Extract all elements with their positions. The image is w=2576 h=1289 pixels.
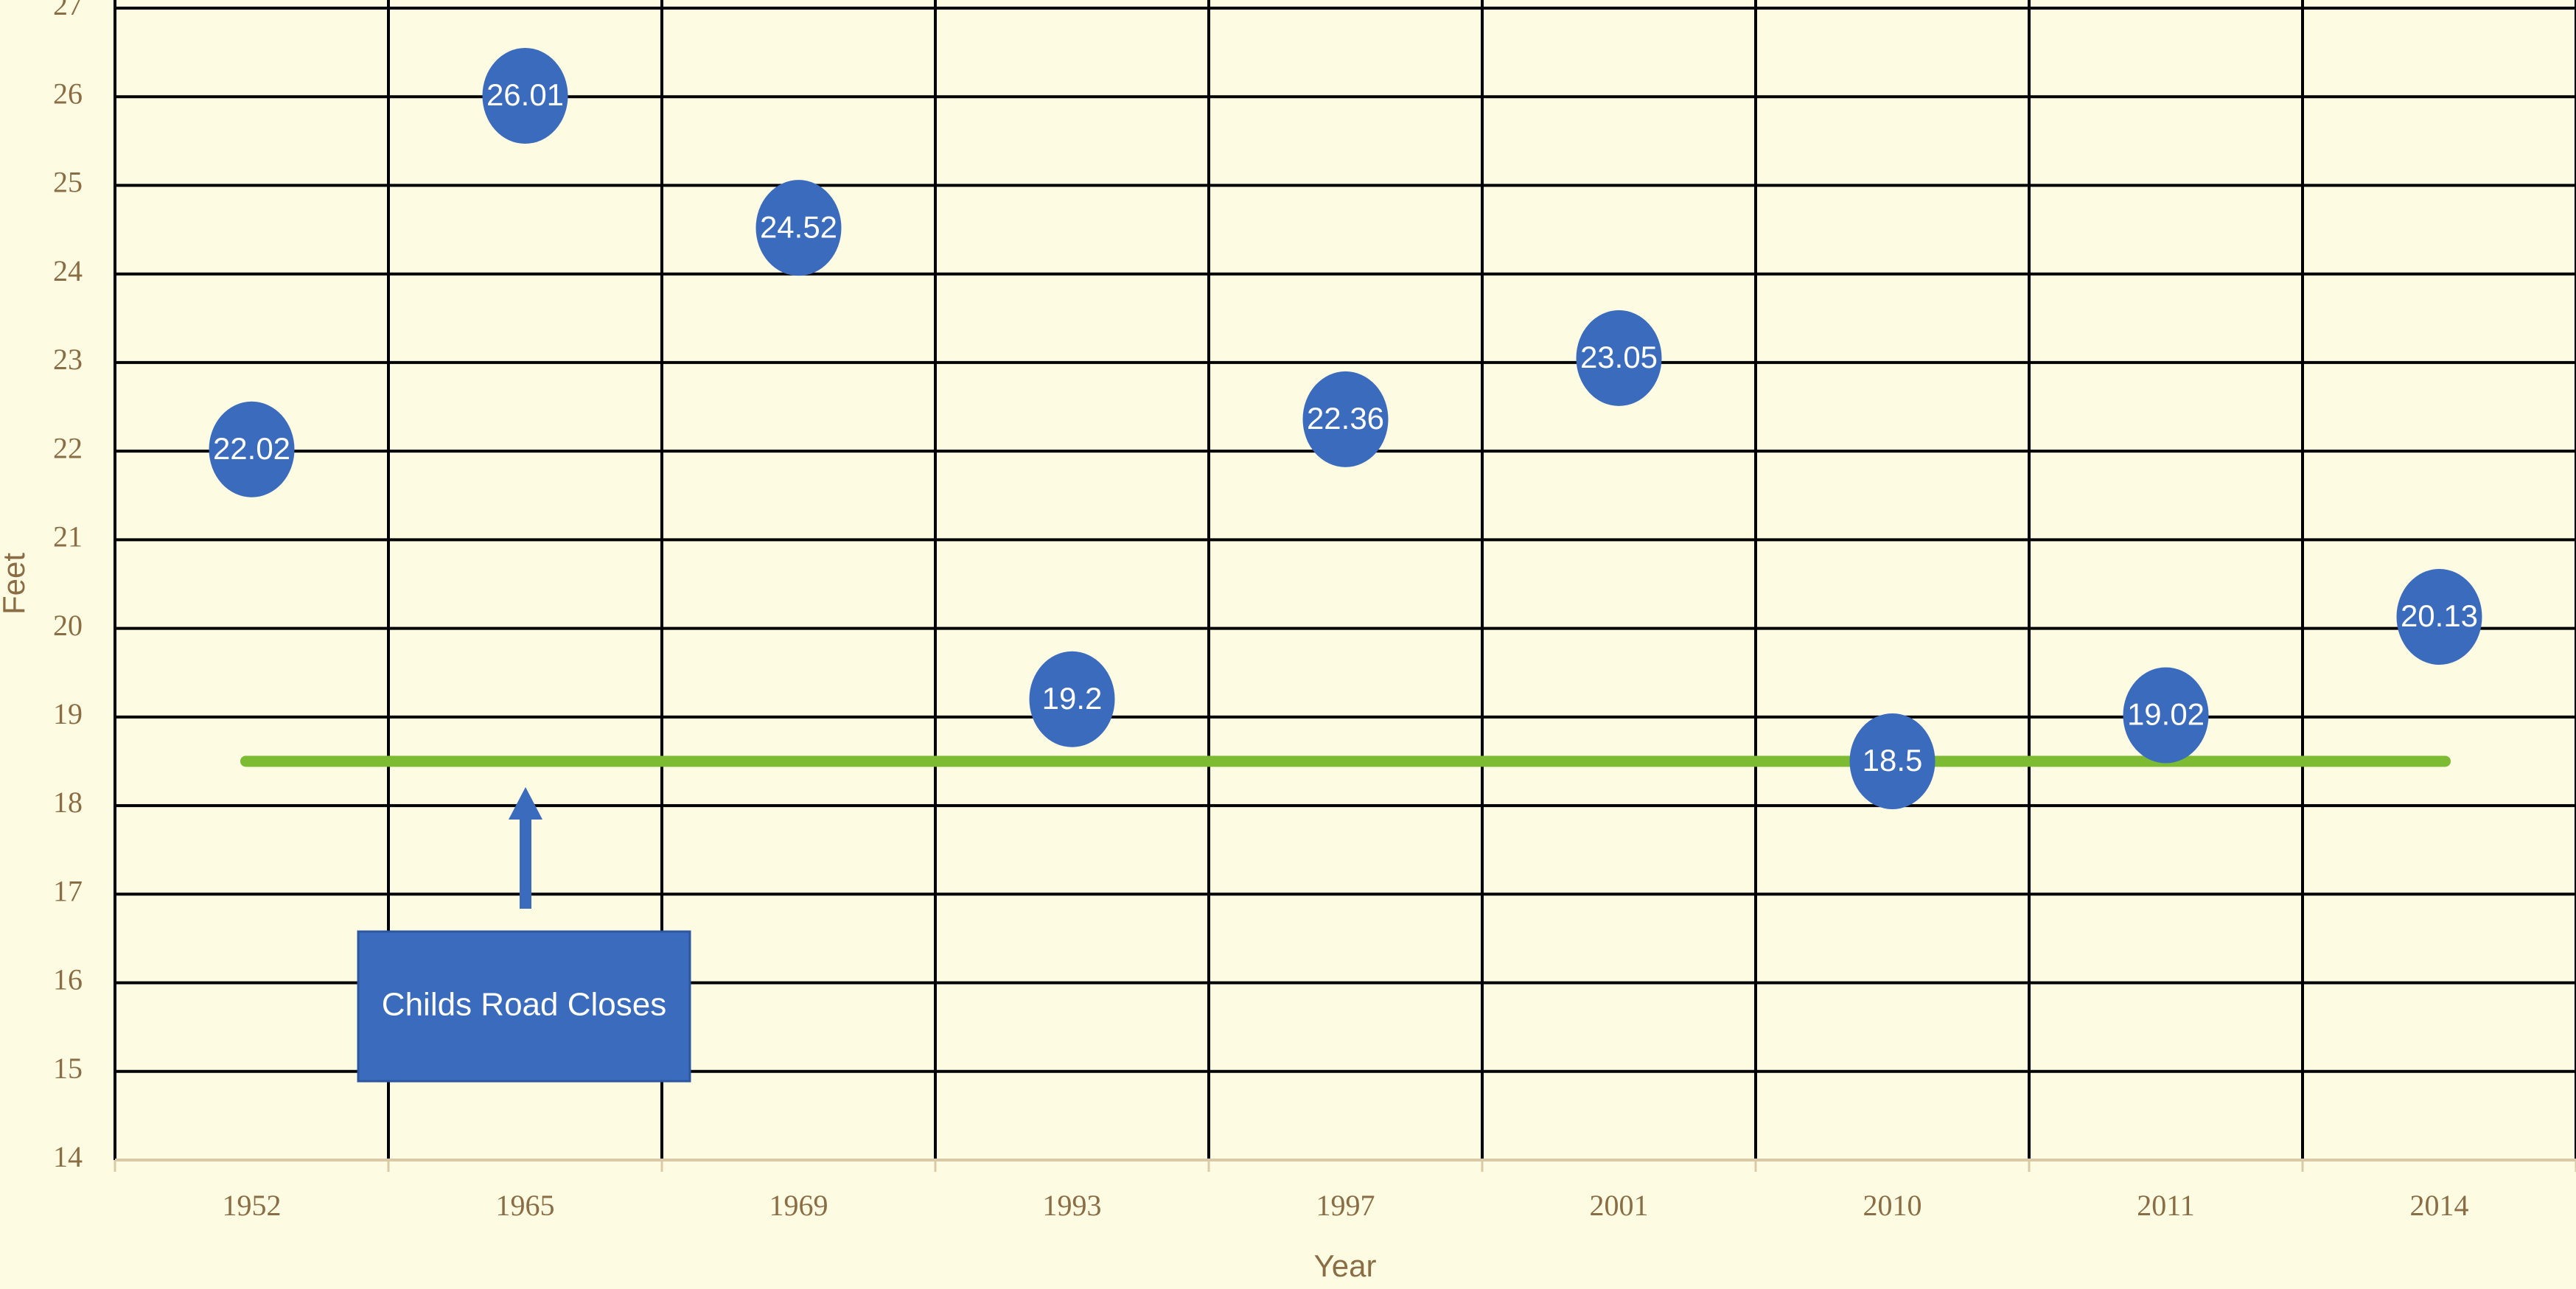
y-tick-label: 23 <box>53 343 83 376</box>
data-label: 18.5 <box>1863 743 1923 778</box>
point <box>2123 667 2209 764</box>
y-tick-label: 21 <box>53 520 83 553</box>
y-tick-label: 26 <box>53 77 83 110</box>
y-tick-label: 14 <box>53 1140 83 1173</box>
x-tick-label: 2011 <box>2137 1189 2195 1222</box>
annotation-box <box>357 930 691 1083</box>
point <box>1576 310 1662 406</box>
x-tick-label: 2014 <box>2410 1189 2469 1222</box>
data-label: 22.02 <box>213 431 290 466</box>
y-tick-label: 22 <box>53 431 83 464</box>
data-label: 22.36 <box>1307 401 1384 436</box>
point <box>209 401 295 497</box>
x-tick-label: 2001 <box>1590 1189 1649 1222</box>
point <box>2396 568 2482 665</box>
point <box>755 180 842 276</box>
y-tick-label: 27 <box>53 0 83 21</box>
data-label: 23.05 <box>1580 340 1658 374</box>
x-tick-label: 1993 <box>1043 1189 1102 1222</box>
x-tick-label: 1965 <box>496 1189 555 1222</box>
x-tick-label: 1997 <box>1316 1189 1375 1222</box>
y-tick-label: 16 <box>53 963 83 996</box>
annotation-arrowhead <box>509 787 542 820</box>
point <box>1849 713 1936 809</box>
y-tick-label: 15 <box>53 1052 83 1085</box>
y-tick-label: 20 <box>53 609 83 642</box>
data-label: 19.2 <box>1042 681 1103 716</box>
x-tick-label: 1969 <box>769 1189 828 1222</box>
point <box>482 48 568 144</box>
y-axis-label: Feet <box>0 553 31 615</box>
y-tick-label: 24 <box>53 254 83 287</box>
y-tick-label: 19 <box>53 697 83 730</box>
data-label: 20.13 <box>2401 598 2478 633</box>
data-label: 19.02 <box>2127 697 2205 732</box>
annotation-text: Childs Road Closes <box>382 987 666 1023</box>
data-label: 26.01 <box>486 77 564 112</box>
data-label: 24.52 <box>760 209 837 244</box>
marks: 22.02 26.01 24.52 19.2 22.36 23.05 18.5 19.02 20… <box>209 48 2482 809</box>
x-tick-label: 1952 <box>223 1189 282 1222</box>
y-tick-label: 17 <box>53 874 83 907</box>
y-tick-label: 18 <box>53 786 83 819</box>
point <box>1029 651 1115 747</box>
y-tick-label: 25 <box>53 166 83 199</box>
x-axis-label: Year <box>1314 1248 1377 1283</box>
x-tick-label: 2010 <box>1863 1189 1922 1222</box>
point <box>1302 371 1389 467</box>
